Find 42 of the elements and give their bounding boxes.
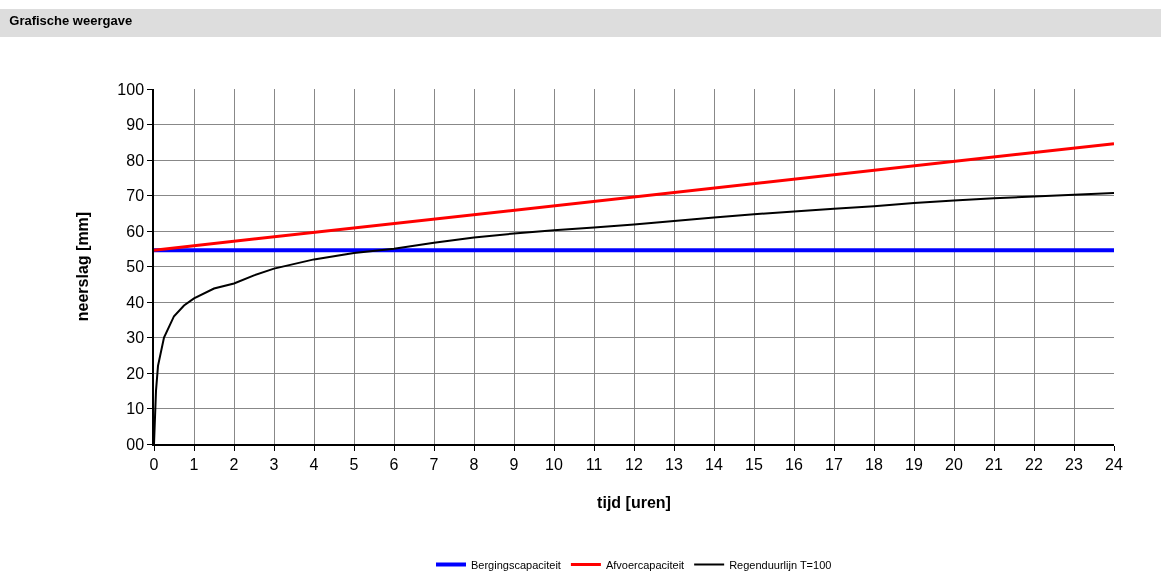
legend-label: Regenduurlijn T=100 — [729, 558, 832, 571]
x-tick-label: 24 — [1105, 455, 1123, 473]
y-tick-label: 50 — [126, 258, 145, 276]
x-tick-label: 4 — [309, 455, 319, 473]
y-tick-label: 90 — [126, 116, 145, 134]
y-tick-label: 10 — [126, 400, 145, 418]
x-tick-label: 23 — [1065, 455, 1083, 473]
x-tick-label: 16 — [785, 455, 803, 473]
x-tick-label: 17 — [825, 455, 843, 473]
legend-label: Afvoercapaciteit — [605, 558, 685, 571]
x-tick-label: 22 — [1025, 455, 1043, 473]
x-tick-label: 21 — [985, 455, 1003, 473]
y-tick-label: 20 — [126, 364, 145, 382]
x-tick-label: 6 — [389, 455, 399, 473]
x-axis-title: tijd [uren] — [597, 494, 671, 512]
x-tick-label: 15 — [745, 455, 763, 473]
x-tick-label: 3 — [269, 455, 279, 473]
x-tick-label: 0 — [149, 455, 159, 473]
y-tick-label: 40 — [126, 293, 145, 311]
x-tick-label: 13 — [665, 455, 683, 473]
x-tick-label: 11 — [585, 455, 603, 473]
y-axis-title: neerslag [mm] — [73, 211, 91, 322]
legend-label: Bergingscapaciteit — [471, 558, 561, 571]
x-tick-label: 12 — [625, 455, 643, 473]
x-tick-label: 14 — [705, 455, 723, 473]
x-tick-label: 18 — [865, 455, 883, 473]
x-tick-label: 1 — [189, 455, 199, 473]
x-tick-label: 10 — [545, 455, 563, 473]
x-tick-label: 5 — [349, 455, 359, 473]
y-tick-label: 100 — [117, 80, 145, 98]
y-tick-label: 80 — [126, 151, 145, 169]
y-tick-label: 30 — [126, 329, 145, 347]
y-tick-label: 60 — [126, 222, 145, 240]
y-tick-label: 00 — [126, 435, 145, 453]
chart-title: Grafische weergave — [9, 12, 133, 28]
x-tick-label: 9 — [509, 455, 519, 473]
x-tick-label: 7 — [429, 455, 439, 473]
y-tick-label: 70 — [126, 187, 145, 205]
x-tick-label: 19 — [905, 455, 923, 473]
x-tick-label: 2 — [229, 455, 239, 473]
x-tick-label: 8 — [469, 455, 479, 473]
x-tick-label: 20 — [945, 455, 963, 473]
